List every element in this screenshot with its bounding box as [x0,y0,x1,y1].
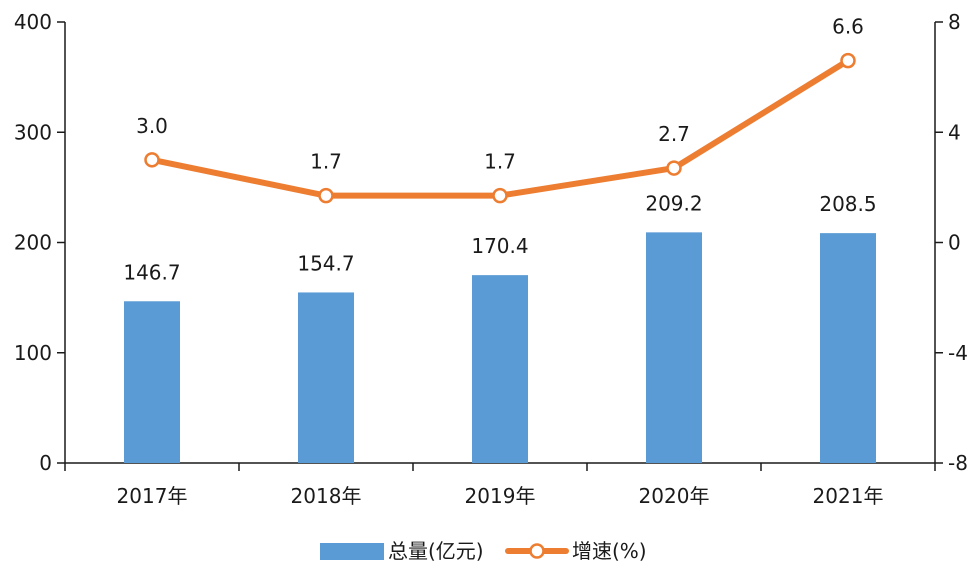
left-tick-label: 300 [14,120,52,144]
left-tick-label: 400 [14,10,52,34]
growth-value-label: 1.7 [484,150,516,174]
x-tick-label: 2019年 [465,484,536,508]
legend-swatch-bar [320,543,384,560]
growth-value-label: 2.7 [658,122,690,146]
axes: 0 100 200 300 400 -8 -4 0 4 8 2017年 2018年 2019年 2020年… [14,10,968,508]
right-tick-label: 8 [948,10,961,34]
right-tick-label: 0 [948,231,961,255]
growth-point-2018年 [318,187,334,204]
growth-value-label: 3.0 [136,114,168,138]
growth-point-2020年 [666,160,682,176]
legend-label-total: 总量(亿元) [388,539,484,563]
growth-value-label: 6.6 [832,15,864,39]
right-tick-label: -8 [948,451,968,475]
left-tick-label: 100 [14,341,52,365]
bar-value-label: 146.7 [123,260,180,284]
bar-value-label: 154.7 [297,251,354,275]
bar-value-label: 209.2 [645,191,702,215]
right-tick-label: -4 [948,341,968,365]
growth-point-2021年 [840,52,856,69]
line-series [144,52,856,204]
growth-value-label: 1.7 [310,150,342,174]
bar-2019年 [472,275,528,463]
x-tick-label: 2020年 [639,484,710,508]
bar-2017年 [124,301,180,463]
x-tick-label: 2021年 [813,484,884,508]
legend: 总量(亿元) 增速(%) [320,539,647,563]
legend-label-growth: 增速(%) [572,539,647,563]
bar-2018年 [298,292,354,463]
x-tick-label: 2017年 [117,484,188,508]
growth-line [149,57,851,199]
bar-value-label: 208.5 [819,192,876,216]
right-tick-label: 4 [948,120,961,144]
x-tick-label: 2018年 [291,484,362,508]
growth-point-2019年 [492,187,508,204]
growth-point-2017年 [144,152,160,168]
bar-value-label: 170.4 [471,234,528,258]
bar-2020年 [646,232,702,463]
left-tick-label: 0 [39,451,52,475]
data-labels: 146.7 154.7 170.4 209.2 208.5 3.0 1.7 1.7 2.7 6.6 [123,15,876,285]
left-tick-label: 200 [14,231,52,255]
bar-2021年 [820,233,876,463]
bar-series [124,232,876,463]
legend-swatch-marker [529,543,545,559]
